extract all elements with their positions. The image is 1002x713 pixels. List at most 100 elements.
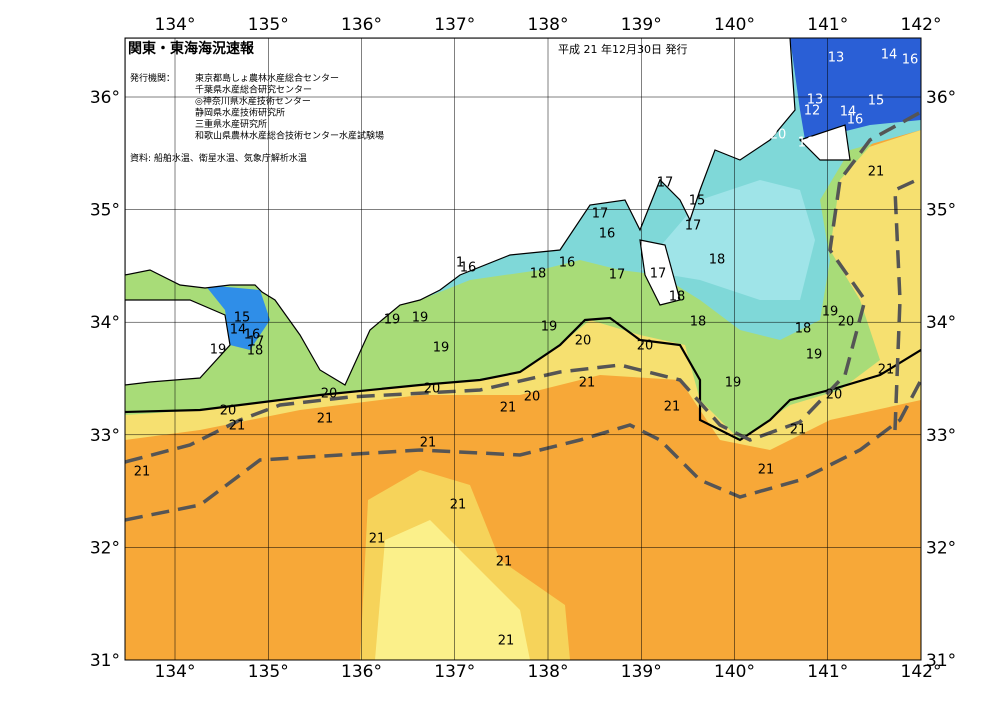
sea-lightcyan [640,180,815,300]
contour-label: 21 [868,165,885,180]
contour-label: 14 [840,105,857,120]
contour-label: 16 [847,113,864,128]
lat-label-right: 35° [926,201,956,221]
contour-label: 20 [838,315,855,330]
lon-label-bottom: 136° [341,662,382,682]
contour-label: 19 [384,313,401,328]
contour-label: 18 [709,253,726,268]
lon-label-top: 142° [901,15,942,35]
contour-label: 5 [816,136,824,151]
contour-label: 21 [420,436,437,451]
contour-label: 21 [579,376,596,391]
lon-label-bottom: 142° [901,662,942,682]
sea-cold [790,38,921,140]
issue-date: 平成 21 年12月30日 発行 [558,42,687,56]
data-source: 資料: 船舶水温、衛星水温、気象庁解析水温 [130,152,307,164]
contour-label: 18 [247,344,264,359]
contour-label: 13 [807,93,824,108]
contour-label: 16 [460,261,477,276]
contour-label: 17 [657,176,674,191]
contour-label: 19 [806,348,823,363]
lon-label-top: 140° [714,15,755,35]
contour-label: 20 [524,390,541,405]
contour-label: 21 [369,532,386,547]
contour-label: 16 [798,136,815,151]
lat-label-right: 33° [926,426,956,446]
contour-label: 20 [424,382,441,397]
contour-label: 18 [530,267,547,282]
lat-label-left: 31° [90,651,120,671]
lat-label-right: 31° [926,651,956,671]
contour-label: 20 [637,339,654,354]
contour-label: 15 [234,311,251,326]
lon-label-bottom: 135° [248,662,289,682]
contour-label: 20 [220,404,237,419]
contour-label: 18 [795,322,812,337]
lon-label-top: 135° [248,15,289,35]
contour-label: 21 [500,401,517,416]
contour-label: 16 [902,53,919,68]
osaka-bay [205,285,270,350]
land-izu [639,239,681,306]
lon-label-bottom: 137° [434,662,475,682]
contour-label: 21 [496,555,513,570]
issuers: 東京都島しょ農林水産総合センター千葉県水産総合研究センター◎神奈川県水産技術セン… [195,72,384,142]
issuer: 静岡県水産技術研究所 [195,107,285,119]
contour-label: 16 [244,328,261,343]
isotherm-20 [125,316,921,442]
contour-label: 19 [822,305,839,320]
contour-label: 17 [248,335,265,350]
kuroshio-axis-south [125,379,921,522]
contour-label: 1 [456,256,464,271]
contour-label: 17 [592,207,609,222]
contour-label: 21 [134,465,151,480]
lon-label-bottom: 138° [528,662,569,682]
contour-label: 20 [826,388,843,403]
lat-label-left: 34° [90,313,120,333]
land-honshu [125,38,796,386]
lat-label-right: 34° [926,313,956,333]
contour-label: 19 [541,320,558,335]
contour-label: 17 [650,267,667,282]
contour-label: 14 [881,48,898,63]
kuroshio-branch [893,176,921,431]
lon-label-top: 136° [341,15,382,35]
graticule [125,38,921,660]
issuer: ◎神奈川県水産技術センター [195,95,311,107]
map-title: 関東・東海海況速報 [128,40,255,57]
contour-label: 21 [878,363,895,378]
lat-label-left: 36° [90,88,120,108]
axis-labels: 134°134°135°135°136°136°137°137°138°138°… [90,15,956,682]
lat-label-left: 33° [90,426,120,446]
lat-label-left: 32° [90,538,120,558]
contour-label: 20 [770,128,787,143]
lon-label-bottom: 134° [155,662,196,682]
lon-label-top: 141° [807,15,848,35]
contour-label: 19 [412,311,429,326]
lon-label-bottom: 139° [621,662,662,682]
kuroshio-axis-north [125,110,921,464]
contour-label: 19 [433,341,450,356]
contour-label: 21 [229,419,246,434]
contour-label: 21 [498,634,515,649]
issuer: 三重県水産研究所 [195,118,267,130]
land-shikoku [125,299,231,386]
contour-label: 17 [685,219,702,234]
lat-label-left: 35° [90,201,120,221]
contour-label: 12 [804,104,821,119]
sea-inner [375,520,530,660]
issuer: 東京都島しょ農林水産総合センター [195,72,339,84]
contour-label: 20 [575,334,592,349]
contour-label: 19 [725,376,742,391]
contour-label: 16 [559,256,576,271]
lon-label-top: 138° [528,15,569,35]
lat-label-right: 32° [926,538,956,558]
map-frame [124,37,922,661]
lon-label-top: 134° [155,15,196,35]
issuer: 和歌山県農林水産総合技術センター水産試験場 [195,130,384,142]
contour-label: 21 [317,412,334,427]
contour-label: 15 [689,194,706,209]
contour-label: 21 [664,400,681,415]
